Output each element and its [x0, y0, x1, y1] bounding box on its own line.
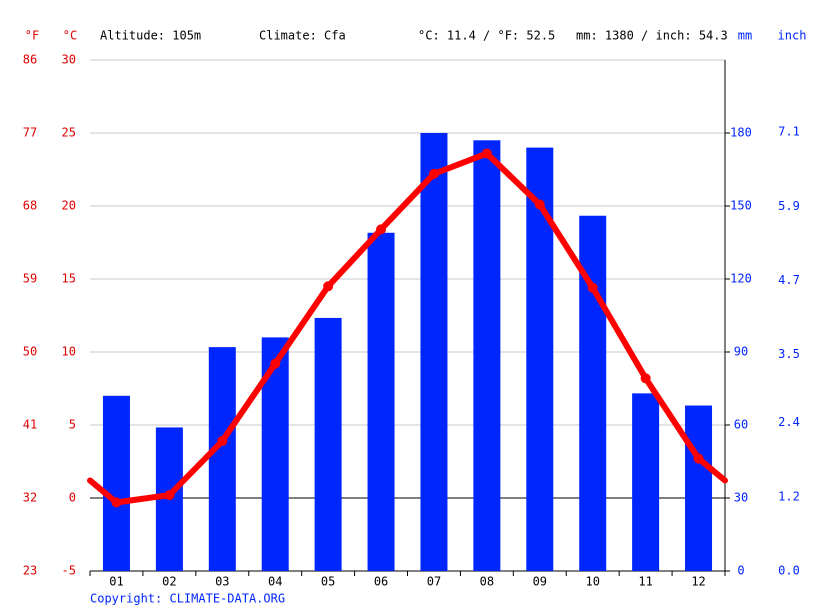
fahrenheit-tick-label: 59 — [23, 272, 37, 286]
celsius-tick-label: 20 — [62, 199, 76, 213]
inch-tick-label: 7.1 — [778, 125, 800, 139]
x-tick-label: 01 — [109, 575, 123, 589]
climate-class: Climate: Cfa — [259, 29, 346, 43]
celsius-tick-label: 0 — [69, 491, 76, 505]
inch-tick-label: 4.7 — [778, 273, 800, 287]
temperature-point — [693, 453, 704, 464]
x-tick-label: 07 — [427, 575, 441, 589]
inch-unit: inch — [778, 29, 807, 43]
mm-tick-label: 30 — [734, 491, 748, 505]
x-tick-label: 06 — [374, 575, 388, 589]
precipitation-bar — [685, 405, 713, 571]
x-tick-label: 04 — [268, 575, 282, 589]
fahrenheit-tick-label: 86 — [23, 53, 37, 67]
copyright: Copyright: CLIMATE-DATA.ORG — [90, 592, 285, 606]
temperature-line — [116, 150, 702, 506]
precipitation-summary: mm: 1380 / inch: 54.3 — [576, 29, 728, 43]
precipitation-bar — [473, 140, 501, 572]
mm-tick-label: 120 — [730, 272, 752, 286]
temperature-point — [481, 148, 492, 159]
temperature-point — [640, 373, 651, 384]
precipitation-bar — [526, 147, 554, 571]
mm-tick-label: 90 — [734, 345, 748, 359]
temperature-point — [587, 282, 598, 293]
fahrenheit-tick-label: 68 — [23, 199, 37, 213]
temperature-point — [270, 358, 281, 369]
precipitation-bar — [102, 395, 130, 571]
temperature-wrap — [695, 455, 728, 484]
precipitation-bar — [208, 347, 236, 571]
temperature-summary: °C: 11.4 / °F: 52.5 — [418, 29, 555, 43]
temperature-point — [111, 497, 122, 508]
precipitation-bar — [420, 133, 448, 571]
fahrenheit-tick-label: 23 — [23, 564, 37, 578]
precipitation-bar — [632, 393, 660, 571]
temperature-point — [323, 281, 334, 292]
x-tick-label: 12 — [691, 575, 705, 589]
inch-tick-label: 3.5 — [778, 347, 800, 361]
fahrenheit-tick-label: 77 — [23, 126, 37, 140]
mm-unit: mm — [738, 29, 752, 43]
mm-tick-label: 60 — [734, 418, 748, 432]
fahrenheit-unit: °F — [25, 29, 39, 43]
x-tick-label: 09 — [533, 575, 547, 589]
temperature-point — [164, 490, 175, 501]
temperature-wrap — [87, 477, 120, 506]
inch-tick-label: 2.4 — [778, 415, 800, 429]
mm-tick-label: 180 — [730, 126, 752, 140]
inch-tick-label: 5.9 — [778, 199, 800, 213]
mm-tick-label: 0 — [737, 564, 744, 578]
x-tick-label: 05 — [321, 575, 335, 589]
celsius-tick-label: 30 — [62, 53, 76, 67]
mm-tick-label: 150 — [730, 199, 752, 213]
celsius-tick-label: -5 — [62, 564, 76, 578]
temperature-point — [428, 168, 439, 179]
altitude: Altitude: 105m — [100, 29, 201, 43]
fahrenheit-tick-label: 41 — [23, 418, 37, 432]
x-tick-label: 08 — [480, 575, 494, 589]
x-tick-label: 10 — [585, 575, 599, 589]
temperature-point — [376, 224, 387, 235]
celsius-tick-label: 5 — [69, 418, 76, 432]
fahrenheit-tick-label: 50 — [23, 345, 37, 359]
inch-tick-label: 1.2 — [778, 489, 800, 503]
precipitation-bar — [367, 232, 395, 571]
fahrenheit-tick-label: 32 — [23, 491, 37, 505]
celsius-tick-label: 15 — [62, 272, 76, 286]
x-tick-label: 11 — [638, 575, 652, 589]
x-tick-label: 02 — [162, 575, 176, 589]
precipitation-bar — [314, 317, 342, 571]
temperature-point — [217, 436, 228, 447]
inch-tick-label: 0.0 — [778, 564, 800, 578]
x-tick-label: 03 — [215, 575, 229, 589]
temperature-point — [534, 199, 545, 210]
celsius-unit: °C — [63, 29, 77, 43]
celsius-tick-label: 25 — [62, 126, 76, 140]
celsius-tick-label: 10 — [62, 345, 76, 359]
